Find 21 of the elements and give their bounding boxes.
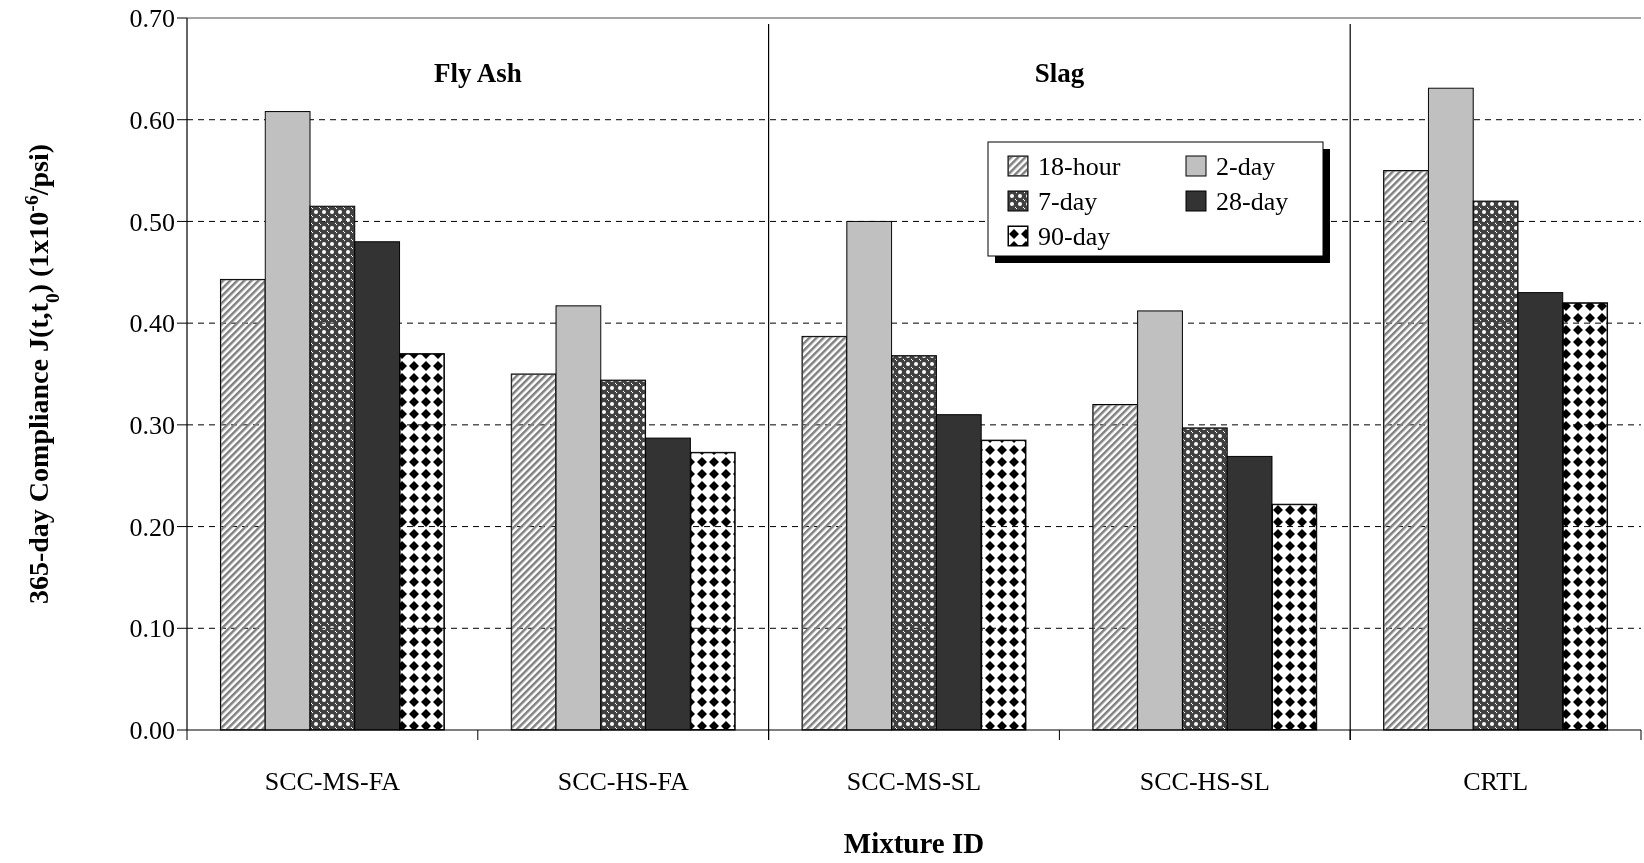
x-axis-title: Mixture ID: [843, 827, 985, 859]
y-tick-label: 0.40: [129, 309, 175, 339]
y-tick-label: 0.50: [129, 207, 175, 237]
x-tick-label: SCC-HS-FA: [557, 767, 689, 796]
x-tick-label: SCC-MS-SL: [846, 767, 982, 796]
annotation: Fly Ash: [433, 58, 522, 88]
legend-label: 7-day: [1038, 187, 1098, 217]
y-tick-label: 0.30: [129, 410, 175, 440]
legend-label: 28-day: [1216, 187, 1289, 217]
legend-label: 2-day: [1216, 152, 1276, 182]
y-tick-label: 0.20: [129, 512, 175, 542]
x-tick-label: SCC-MS-FA: [264, 767, 401, 796]
x-tick-label: CRTL: [1463, 767, 1529, 796]
annotation: Slag: [1034, 58, 1085, 88]
y-tick-label: 0.10: [129, 614, 175, 644]
y-tick-label: 0.00: [129, 716, 175, 746]
y-tick-label: 0.70: [129, 4, 175, 34]
legend-label: 18-hour: [1038, 152, 1121, 182]
y-tick-label: 0.60: [129, 105, 175, 135]
x-tick-label: SCC-HS-SL: [1139, 767, 1270, 796]
legend-label: 90-day: [1038, 222, 1111, 252]
